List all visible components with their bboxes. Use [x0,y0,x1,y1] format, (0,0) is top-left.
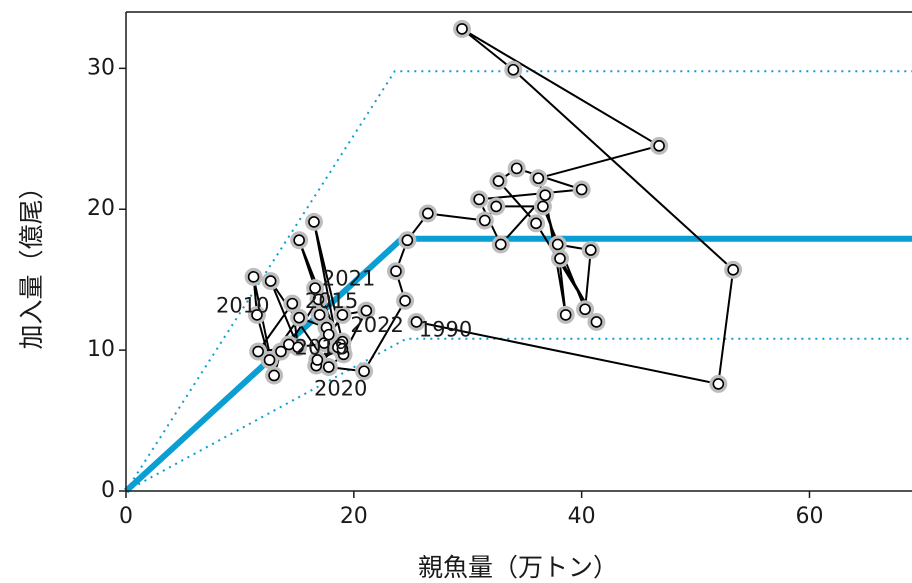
year-label-2021: 2021 [322,267,375,291]
data-point-15 [539,189,552,201]
reference-curves [123,70,912,494]
data-point-5 [653,140,665,152]
data-point-2 [727,264,739,276]
data-point-36 [247,271,260,283]
y-tick-label-20: 20 [87,196,115,221]
y-axis-title: 加入量（億尾） [17,174,46,349]
data-point-9 [530,217,542,230]
y-tick-label-0: 0 [101,478,115,503]
data-point-43 [336,309,349,321]
data-point-37 [268,369,280,382]
data-point-11 [510,162,523,175]
data-point-48 [292,341,304,354]
x-tick-label-0: 0 [119,504,133,529]
data-point-13 [473,193,485,206]
data-point-38 [275,345,287,358]
solid-curve [123,235,912,494]
data-point-26 [399,295,411,307]
year-label-1990: 1990 [419,317,472,341]
data-point-0 [410,316,423,328]
year-label-2015: 2015 [305,289,358,313]
data-point-30 [293,234,305,247]
data-point-12 [575,183,588,196]
data-point-20 [537,200,549,213]
data-point-16 [559,309,572,321]
data-point-24 [401,234,414,247]
dotted-curve-1 [125,70,912,492]
data-point-33 [293,311,305,324]
x-axis-title: 親魚量（万トン） [418,553,618,582]
data-point-54 [311,354,324,366]
data-point-1 [712,378,725,390]
data-point-18 [584,244,597,256]
data-point-52 [308,216,320,228]
data-point-21 [490,200,503,213]
data-point-35 [251,309,263,321]
data-point-31 [309,282,321,294]
y-tick-label-30: 30 [87,55,115,80]
data-point-40 [312,293,325,306]
year-labels: 1990 2010 2015 2019 2020 2021 2022 [216,267,472,401]
dotted-curve-2 [125,337,912,492]
data-point-22 [479,214,491,227]
x-tick-label-60: 60 [795,504,823,529]
data-point-6 [532,172,545,185]
data-point-47 [264,275,277,287]
x-tick-label-20: 20 [340,504,368,529]
axes: 0 20 40 60 0 10 20 30 [87,11,912,529]
data-point-23 [422,207,434,220]
data-point-17 [551,238,564,251]
data-point-55 [336,342,349,355]
data-point-4 [456,23,468,35]
data-point-7 [554,252,566,265]
data-point-34 [263,354,276,366]
data-point-25 [390,265,402,278]
data-points [244,19,743,393]
year-label-2010: 2010 [216,293,269,317]
data-point-49 [286,297,299,310]
data-point-46 [322,361,335,373]
data-point-10 [492,175,505,187]
data-point-44 [360,304,373,317]
data-point-50 [252,345,264,358]
year-label-2019: 2019 [295,336,348,360]
y-tick-label-10: 10 [87,337,115,362]
data-point-8 [590,316,603,328]
data-point-14 [494,238,507,251]
x-tick-label-40: 40 [568,504,596,529]
data-point-27 [358,365,370,378]
data-point-3 [507,63,520,76]
year-label-2022: 2022 [350,313,403,337]
data-point-56 [322,328,335,341]
year-label-2020: 2020 [314,377,367,401]
data-point-19 [579,303,591,316]
data-point-41 [313,309,326,321]
